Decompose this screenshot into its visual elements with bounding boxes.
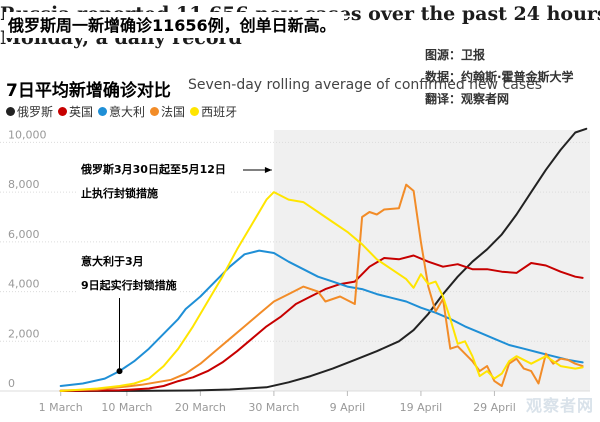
legend-label-spain: 西班牙 — [201, 105, 238, 119]
legend-item-italy: 意大利 — [98, 103, 145, 120]
x-tick-label-0: 1 March — [39, 401, 83, 414]
chinese-subtitle: 7日平均新增确诊对比 — [6, 76, 175, 101]
series-line-spain — [59, 191, 584, 392]
legend-item-russia: 俄罗斯 — [6, 103, 53, 120]
chinese-headline: 俄罗斯周一新增确诊11656例，创单日新高。 — [4, 12, 344, 38]
x-tick-label-6: 29 April — [473, 401, 516, 414]
italy-annotation-line1: 意大利于3月 — [81, 255, 144, 268]
italy-lockdown-annotation: 意大利于3月 9日起实行封锁措施 — [78, 250, 180, 298]
russia-annotation-arrowhead — [264, 167, 272, 173]
italy-annotation-marker — [116, 368, 123, 375]
x-tick-label-1: 10 March — [101, 401, 152, 414]
legend-dot-spain — [190, 107, 200, 116]
legend-label-uk: 英国 — [69, 105, 94, 119]
series-line-france — [59, 183, 584, 392]
credit-translation: 翻译：观察者网 — [425, 92, 510, 106]
russia-lockdown-annotation: 俄罗斯3月30日起至5月12日 止执行封锁措施 — [78, 158, 229, 206]
legend-dot-italy — [98, 107, 108, 116]
legend-label-italy: 意大利 — [109, 105, 146, 119]
russia-annotation-line2: 止执行封锁措施 — [81, 187, 158, 200]
legend-dot-france — [150, 107, 160, 116]
lockdown-shade — [273, 130, 590, 391]
legend-label-france: 法国 — [161, 105, 186, 119]
y-tick-label-1: 2,000 — [8, 327, 40, 340]
russia-annotation-line1: 俄罗斯3月30日起至5月12日 — [81, 163, 226, 176]
y-tick-label-3: 6,000 — [8, 228, 40, 241]
y-tick-label-5: 10,000 — [8, 128, 47, 141]
legend-dot-uk — [58, 107, 68, 116]
italy-annotation-line2: 9日起实行封锁措施 — [81, 279, 177, 292]
series-line-italy — [59, 249, 584, 387]
credits: 图源：卫报 数据：约翰斯·霍普金斯大学 翻译：观察者网 — [425, 44, 574, 110]
credit-data: 数据：约翰斯·霍普金斯大学 — [425, 70, 574, 84]
credit-source: 图源：卫报 — [425, 48, 486, 62]
x-tick-label-2: 20 March — [175, 401, 226, 414]
english-subtitle: Seven-day rolling average of confirmed n… — [188, 77, 543, 93]
watermark: 观察者网 — [525, 396, 594, 415]
series-line-russia — [59, 127, 588, 392]
x-tick-label-3: 30 March — [248, 401, 299, 414]
legend-item-france: 法国 — [150, 103, 185, 120]
y-tick-label-0: 0 — [8, 377, 15, 390]
x-tick-label-5: 19 April — [400, 401, 443, 414]
legend-item-uk: 英国 — [58, 103, 93, 120]
y-tick-label-4: 8,000 — [8, 178, 40, 191]
legend-label-russia: 俄罗斯 — [17, 105, 54, 119]
x-tick-label-4: 9 April — [330, 401, 366, 414]
chart-legend: 俄罗斯 英国 意大利 法国 西班牙 — [6, 103, 242, 120]
y-tick-label-2: 4,000 — [8, 278, 40, 291]
legend-item-spain: 西班牙 — [190, 103, 237, 120]
series-line-uk — [59, 254, 584, 392]
legend-dot-russia — [6, 107, 15, 116]
